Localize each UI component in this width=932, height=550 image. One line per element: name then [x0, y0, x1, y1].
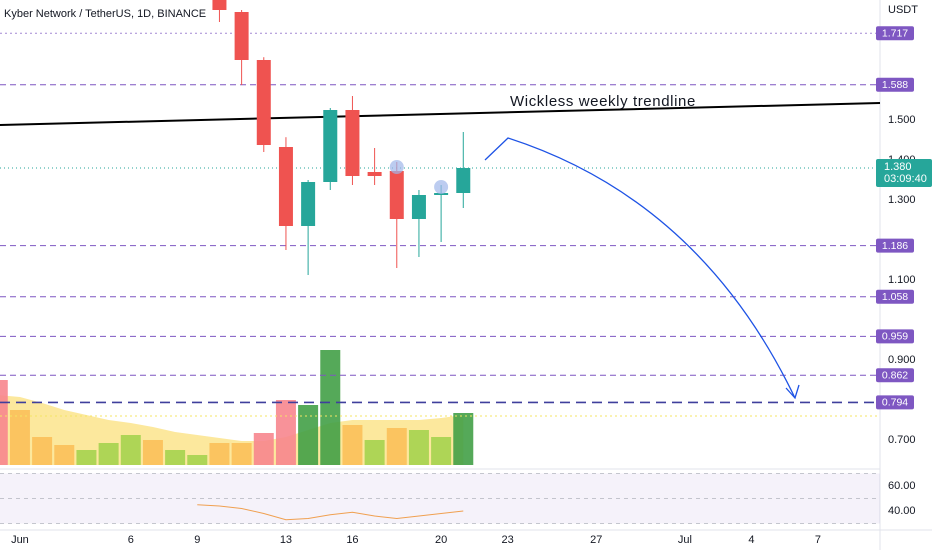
arrow-curve [484, 137, 796, 399]
volume-bar [187, 455, 208, 465]
rsi-line [197, 504, 464, 521]
chart-title: Kyber Network / TetherUS, 1D, BINANCE [4, 8, 206, 20]
level-box [876, 289, 914, 304]
volume-bar [120, 435, 141, 465]
volume-bar [275, 400, 296, 465]
volume-bar [0, 380, 8, 465]
countdown: 03:09:40 [884, 173, 927, 185]
y-axis-label: USDT [888, 4, 918, 16]
volume-bar [9, 410, 30, 465]
x-tick-label: 23 [501, 534, 513, 546]
annotation: Wickless weekly trendline [510, 93, 696, 110]
volume-bar [408, 430, 429, 465]
level-box [876, 26, 914, 41]
rsi-tick-label: 40.00 [888, 505, 916, 517]
x-tick-label: Jul [678, 534, 692, 546]
level-label: 1.588 [882, 79, 908, 91]
candle-body [323, 110, 338, 182]
volume-bar [231, 443, 252, 465]
volume-bar [253, 433, 274, 465]
volume-bar [98, 443, 119, 465]
candle-body [345, 110, 360, 176]
level-box [876, 238, 914, 253]
candle-body [234, 12, 249, 60]
volume-bar [453, 413, 474, 465]
x-tick-label: 4 [748, 534, 754, 546]
arrow-head [785, 384, 800, 400]
level-box [876, 395, 914, 410]
level-label: 1.717 [882, 27, 908, 39]
candle-body [456, 168, 471, 193]
y-tick-label: 0.900 [888, 354, 916, 366]
marker-circle [434, 180, 449, 194]
level-box [876, 329, 914, 344]
volume-bar [431, 437, 452, 465]
x-tick-label: 6 [128, 534, 134, 546]
candle-body [389, 171, 404, 219]
candle-body [367, 172, 382, 176]
x-tick-label: 9 [194, 534, 200, 546]
level-label: 0.794 [882, 397, 908, 409]
candle-body [278, 147, 293, 226]
level-label: 1.058 [882, 291, 908, 303]
x-tick-label: Jun [11, 534, 29, 546]
level-label: 0.862 [882, 369, 908, 381]
volume-bar [298, 405, 319, 465]
volume-bar [76, 450, 97, 465]
current-price-label: 1.380 [884, 161, 912, 173]
volume-bar [165, 450, 186, 465]
trendline [0, 102, 881, 126]
x-tick-label: 20 [435, 534, 447, 546]
volume-bar [142, 440, 163, 465]
x-tick-label: 27 [590, 534, 602, 546]
current-price-box [876, 159, 932, 187]
y-tick-label: 0.700 [888, 434, 916, 446]
volume-bar [32, 437, 53, 465]
volume-bar [54, 445, 75, 465]
y-tick-label: 1.500 [888, 114, 916, 126]
volume-bar [209, 443, 230, 465]
volume-bar [386, 428, 407, 465]
x-tick-label: 7 [815, 534, 821, 546]
volume-bar [320, 350, 341, 465]
level-label: 1.186 [882, 240, 908, 252]
y-tick-label: 1.300 [888, 194, 916, 206]
candle-body [212, 0, 227, 10]
x-tick-label: 16 [346, 534, 358, 546]
y-tick-label: 1.100 [888, 274, 916, 286]
level-label: 0.959 [882, 331, 908, 343]
marker-circle [389, 160, 404, 174]
level-box [876, 77, 914, 92]
candle-body [411, 195, 426, 219]
volume-bar [342, 425, 363, 465]
candle-body [256, 60, 271, 145]
volume-bar [364, 440, 385, 465]
candle-body [301, 182, 316, 226]
x-tick-label: 13 [280, 534, 292, 546]
rsi-tick-label: 60.00 [888, 480, 916, 492]
level-box [876, 368, 914, 383]
